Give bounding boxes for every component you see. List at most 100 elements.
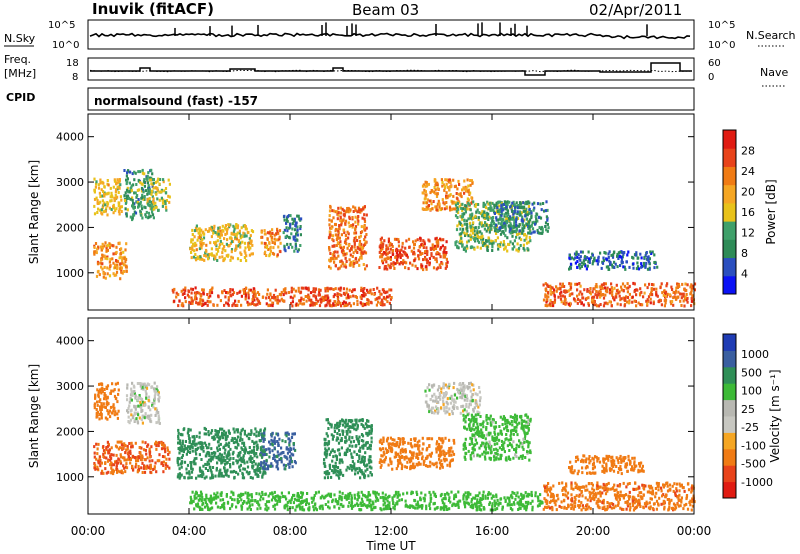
power-cell [164, 206, 168, 210]
velocity-cell [223, 466, 226, 470]
velocity-cell [112, 463, 115, 467]
power-cell [287, 235, 291, 239]
velocity-cell [239, 450, 242, 454]
power-cell [511, 230, 514, 234]
power-cell [576, 265, 579, 269]
velocity-cell [417, 457, 420, 460]
power-colorbar-tick: 12 [741, 227, 755, 240]
power-cell [349, 253, 352, 257]
velocity-cell [276, 467, 280, 471]
velocity-cell [142, 448, 146, 452]
power-cell [114, 263, 117, 267]
velocity-cell [181, 439, 184, 443]
velocity-cell [138, 382, 141, 385]
power-cell [476, 236, 479, 240]
velocity-cell [418, 450, 421, 454]
power-cell [580, 265, 583, 268]
power-cell [104, 203, 107, 207]
velocity-cell [288, 443, 291, 447]
velocity-cell [111, 411, 114, 415]
velocity-cell [416, 463, 419, 467]
power-cell [417, 257, 421, 261]
power-cell [485, 216, 488, 220]
power-cell [240, 226, 243, 230]
velocity-cell [194, 462, 197, 466]
power-cell [201, 238, 204, 242]
power-cell [229, 288, 232, 291]
velocity-cell [366, 467, 369, 471]
power-cell [675, 286, 678, 290]
power-cell [516, 242, 519, 246]
velocity-cell [448, 438, 451, 442]
power-cell [503, 213, 506, 217]
velocity-cell [401, 455, 404, 458]
power-cell [434, 192, 437, 196]
power-cell [684, 282, 687, 286]
velocity-cell [404, 449, 407, 453]
power-cell [193, 297, 197, 301]
power-cell [434, 247, 438, 251]
power-cell [502, 240, 505, 243]
power-cell [215, 232, 218, 236]
power-cell [120, 205, 123, 209]
velocity-cell [178, 476, 181, 480]
power-cell [546, 304, 549, 308]
power-cell [661, 291, 664, 295]
power-cell [420, 243, 423, 247]
power-cell [500, 214, 503, 218]
power-cell [114, 193, 117, 197]
power-cell [318, 290, 321, 294]
power-cell [445, 251, 448, 254]
velocity-cell [243, 449, 246, 453]
power-cell [119, 277, 122, 281]
power-cell [686, 300, 689, 304]
power-cell [115, 273, 118, 277]
power-cell [593, 258, 596, 262]
power-cell [98, 191, 101, 195]
velocity-cell [105, 446, 108, 450]
power-cell [636, 261, 639, 265]
velocity-cell [351, 419, 354, 423]
power-cell [385, 252, 388, 256]
power-cell [252, 292, 255, 296]
power-cell [243, 288, 246, 292]
power-cell [525, 234, 528, 238]
power-cell [653, 253, 656, 257]
power-cell [336, 297, 340, 301]
power-cell [605, 288, 609, 292]
power-ytick-label: 1000 [56, 267, 84, 280]
velocity-cell [141, 403, 144, 407]
power-cell [114, 209, 117, 213]
power-cell [581, 250, 584, 254]
power-cell [482, 205, 485, 208]
power-cell [95, 251, 98, 255]
velocity-cell [178, 467, 181, 471]
velocity-cell [96, 465, 99, 469]
power-cell [383, 258, 386, 262]
power-cell [609, 263, 612, 266]
velocity-cell [106, 387, 109, 390]
power-cell [136, 200, 139, 204]
power-cell [680, 296, 683, 300]
power-cell [513, 239, 516, 243]
power-cell [461, 230, 464, 234]
velocity-cell [120, 443, 123, 447]
power-cell [635, 251, 638, 255]
power-cell [223, 245, 226, 248]
velocity-cell [333, 465, 336, 468]
velocity-cell [272, 453, 275, 457]
power-cell [683, 297, 687, 301]
velocity-cell [167, 452, 170, 456]
power-cell [546, 283, 549, 287]
power-cell [226, 238, 229, 242]
power-cell [541, 230, 544, 234]
power-cell [596, 295, 599, 299]
power-cell [221, 251, 224, 255]
velocity-cell [105, 456, 108, 460]
power-cell [591, 290, 594, 294]
velocity-cell [99, 464, 102, 468]
power-cell [422, 191, 425, 195]
velocity-cell [157, 393, 160, 397]
velocity-cell [149, 408, 152, 412]
